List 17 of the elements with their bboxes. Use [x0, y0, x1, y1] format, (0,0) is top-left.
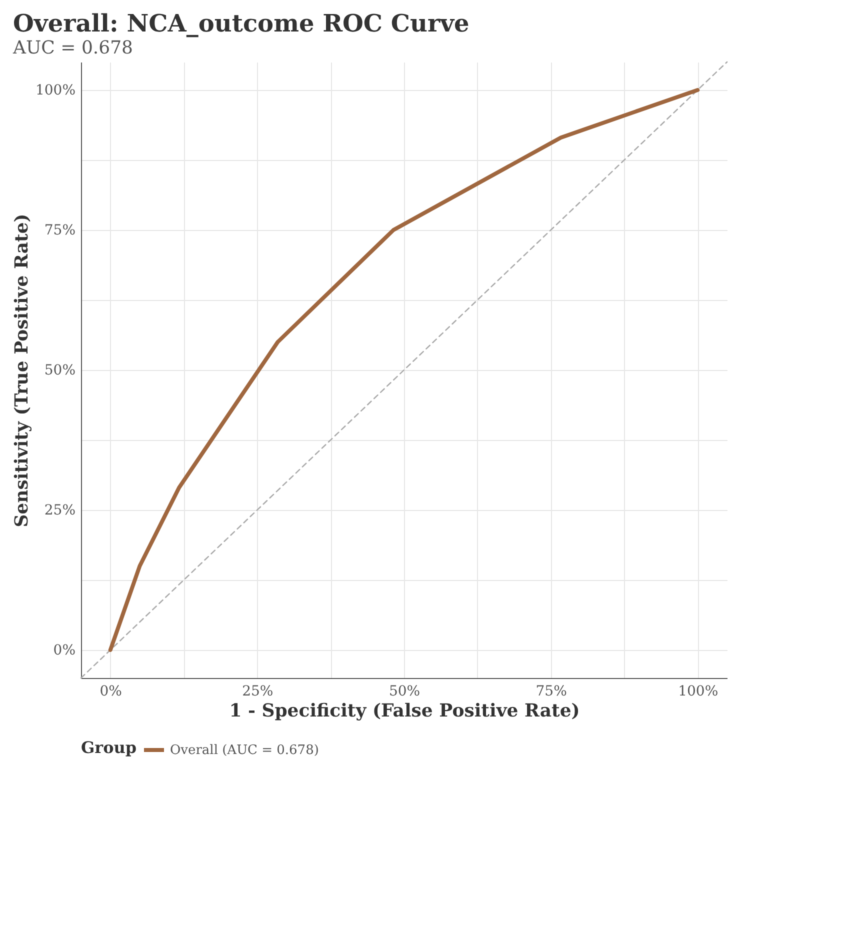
y-axis-title: Sensitivity (True Positive Rate) — [11, 214, 32, 528]
y-tick-label: 50% — [44, 362, 76, 378]
x-tick-label: 75% — [536, 684, 567, 700]
x-tick-label: 25% — [242, 684, 274, 700]
x-tick-label: 50% — [388, 684, 420, 700]
x-axis-title: 1 - Specificity (False Positive Rate) — [229, 700, 580, 722]
y-tick-label: 0% — [53, 642, 76, 658]
line-series — [108, 88, 700, 652]
x-tick-label: 100% — [678, 684, 718, 700]
chart-title: Overall: NCA_outcome ROC Curve — [12, 8, 470, 38]
y-tick-label: 75% — [44, 222, 76, 238]
legend-title: Group — [81, 738, 137, 757]
x-tick-label: 0% — [100, 684, 122, 700]
chart-subtitle: AUC = 0.678 — [12, 37, 133, 58]
y-tick-label: 25% — [44, 502, 76, 518]
y-tick-label: 100% — [35, 82, 76, 98]
legend-label: Overall (AUC = 0.678) — [170, 743, 319, 758]
